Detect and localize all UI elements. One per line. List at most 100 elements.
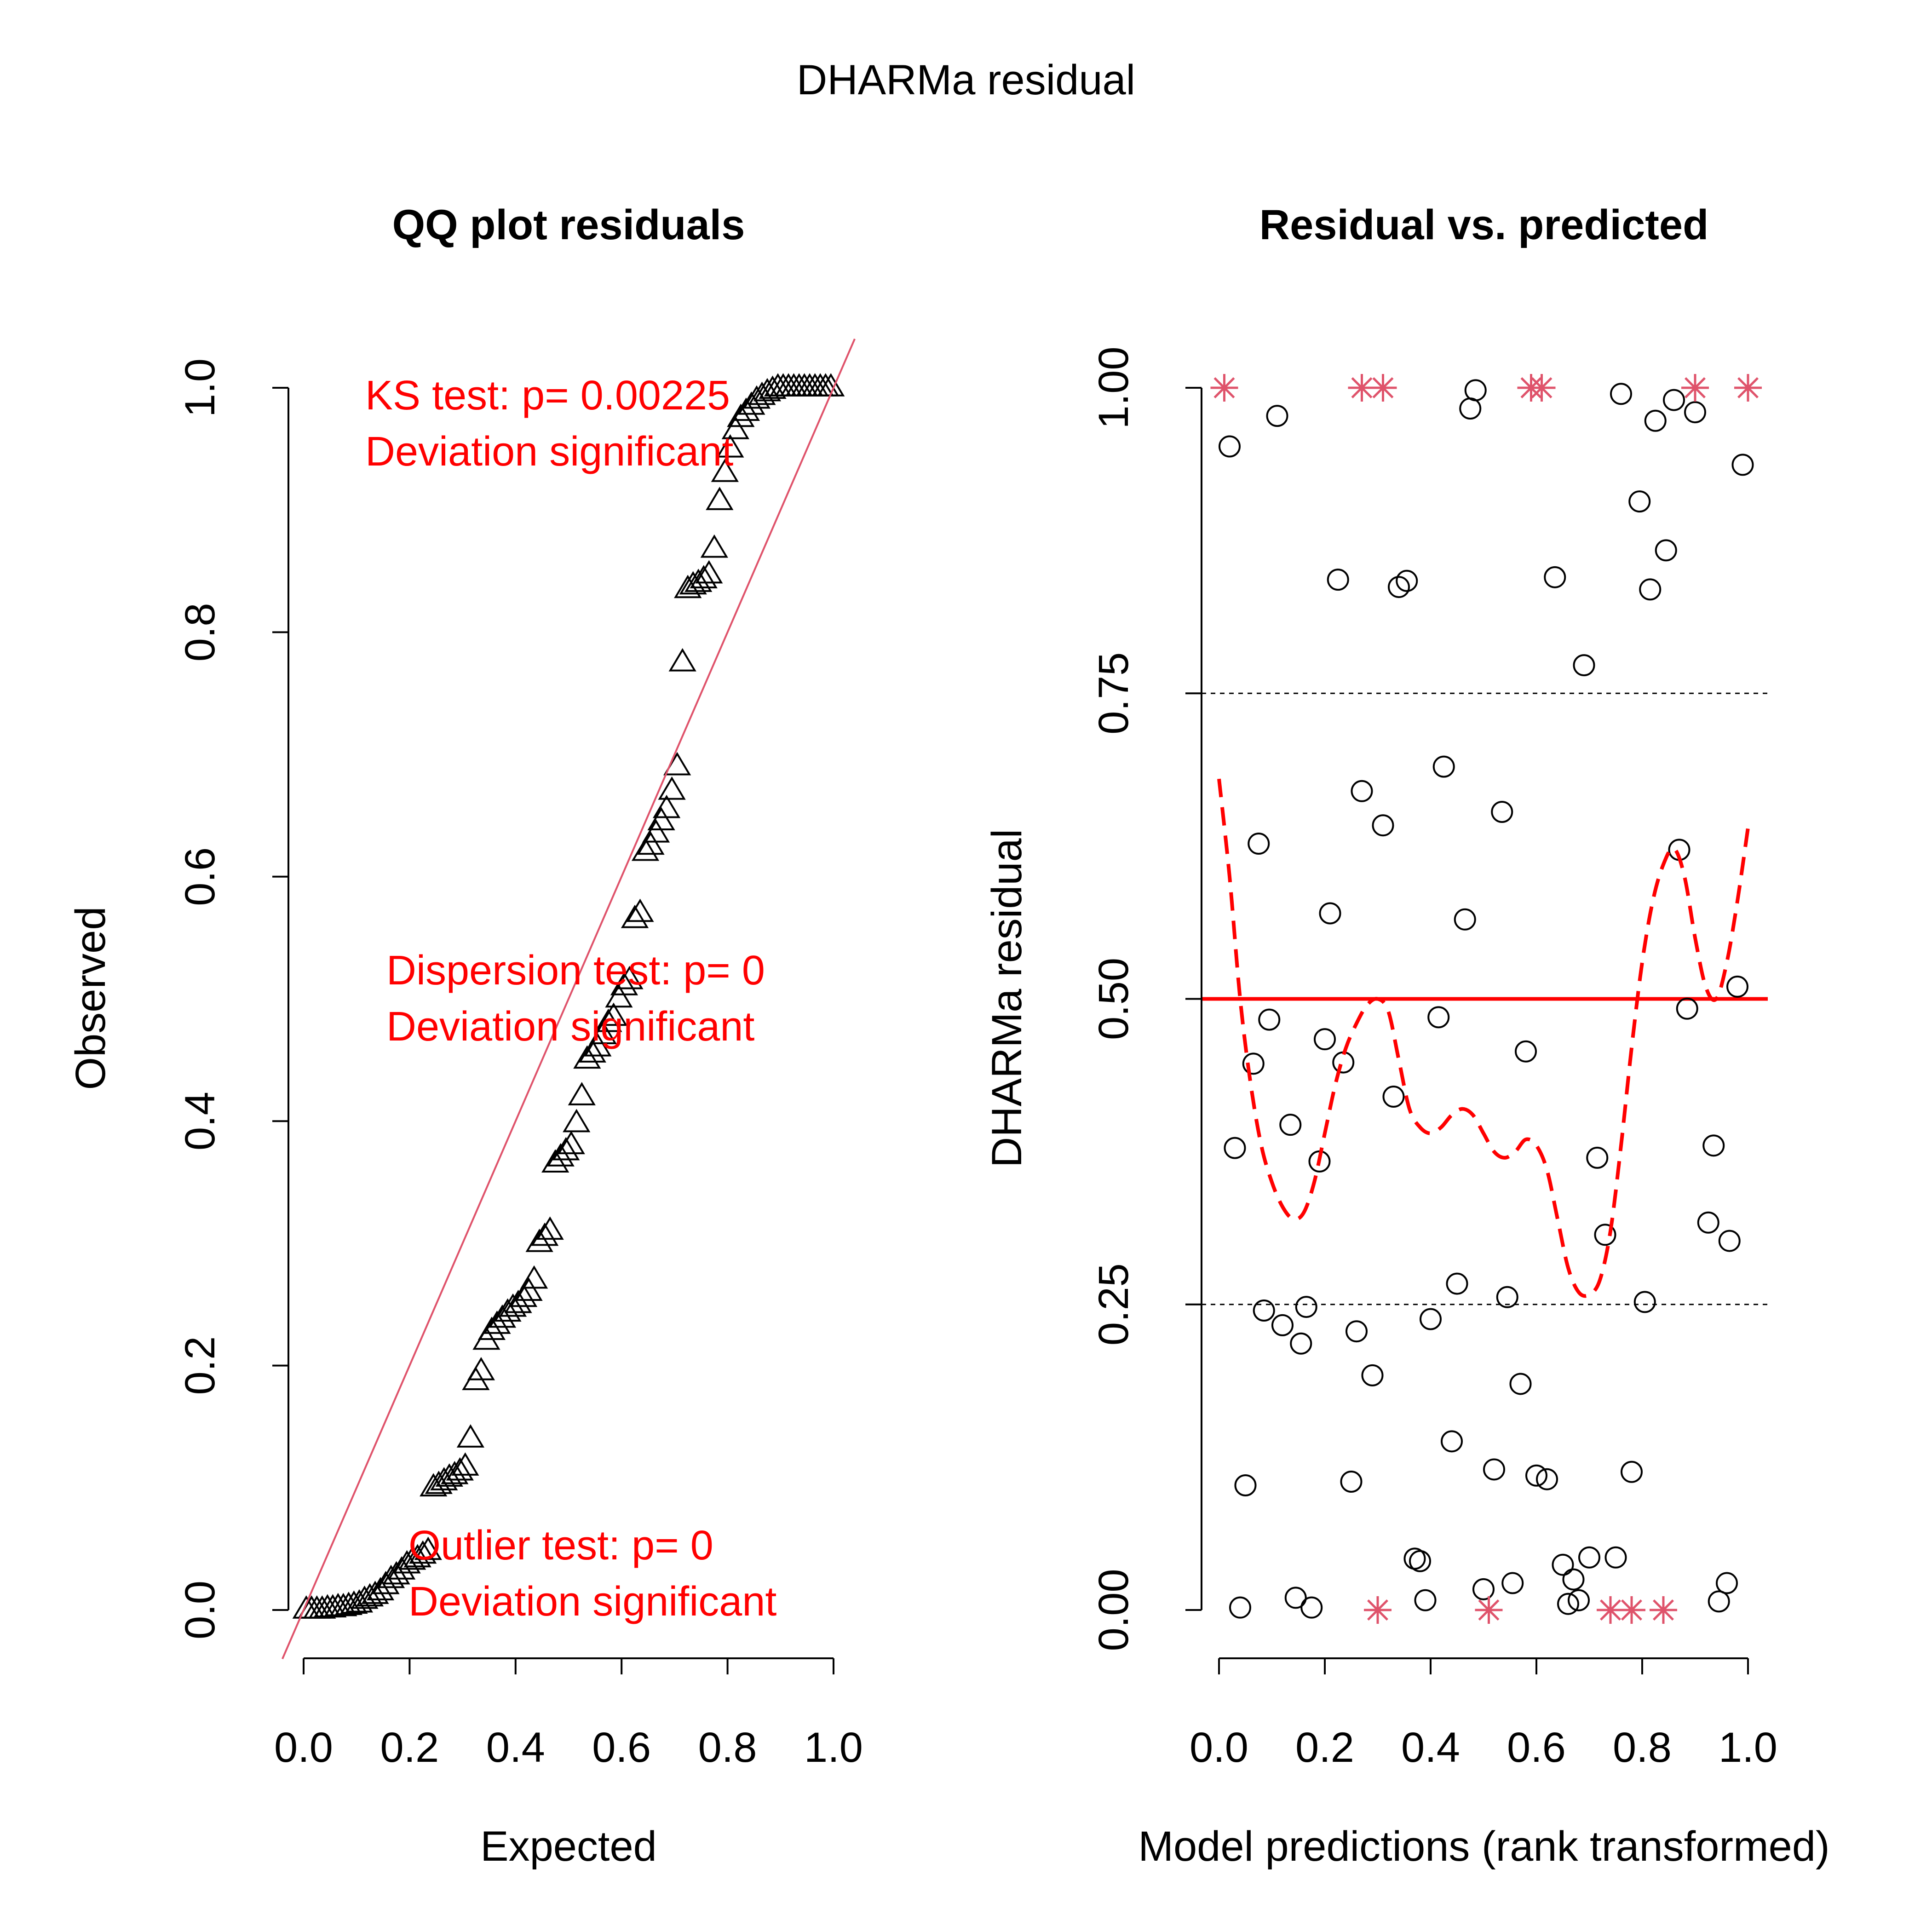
residual-point [1509,1373,1532,1395]
residual-point [1396,569,1418,592]
residual-y-tick-label: 0.75 [1090,652,1137,735]
residual-point [1628,490,1651,513]
residual-outlier [1364,1596,1392,1624]
residual-point [1568,1589,1590,1611]
residual-point [1459,397,1482,420]
qq-point [414,1536,442,1560]
residual-y-tick-label: 0.00 [1090,1569,1137,1651]
qq-point [663,752,691,776]
qq-point [552,1137,580,1161]
qq-point [589,1021,617,1045]
qq-point [706,487,734,510]
residual-outlier [1475,1596,1503,1624]
residual-point [1697,1211,1719,1234]
residual-point [1472,1578,1495,1600]
residual-x-tick-label: 0.4 [1401,1724,1460,1771]
residual-points [1219,379,1754,1619]
qq-point [563,1109,591,1133]
residual-point [1327,569,1349,591]
dispersion-test-result-text: Dispersion test: p= 0 [386,948,765,994]
residual-point [1655,539,1677,562]
residual-point [1562,1568,1585,1591]
qq-point [732,397,760,421]
residual-point [1340,1471,1363,1493]
qq-y-tick-label: 0.8 [177,603,224,661]
residual-point [1361,1364,1384,1386]
residual-point [1258,1008,1281,1031]
qq-point [477,1317,506,1340]
qq-point [658,776,686,800]
qq-point [494,1298,522,1322]
residual-x-tick-label: 0.6 [1507,1724,1566,1771]
qq-point [721,416,749,439]
dispersion-test-verdict: Deviation significant [386,1004,754,1050]
residual-plot-panel: Residual vs. predicted Model predictions… [983,201,1830,1870]
residual-point [1501,1572,1524,1594]
residual-point [1271,1314,1294,1336]
residual-point [1248,833,1270,855]
qq-point [594,1008,622,1032]
residual-plot-title: Residual vs. predicted [1259,201,1709,248]
residual-point [1586,1146,1609,1169]
residual-point [1644,409,1667,432]
residual-point [1441,1430,1463,1453]
qq-point [515,1277,543,1301]
qq-x-tick-label: 0.4 [486,1724,545,1771]
residual-point [1314,1028,1336,1051]
residual-point [1604,1546,1627,1569]
qq-point [377,1564,405,1588]
qq-point [615,966,644,989]
residual-x-axis-label: Model predictions (rank transformed) [1138,1823,1829,1870]
qq-point [759,375,787,399]
residual-point [1610,383,1632,405]
residual-point [1332,1051,1355,1074]
qq-point [642,819,670,843]
residual-point [1295,1296,1317,1318]
residual-outlier [1618,1596,1645,1624]
residual-point [1420,1308,1442,1330]
qq-point [631,837,660,861]
residual-point [1525,1464,1547,1487]
qq-reference-line [282,338,856,1660]
qq-point [536,1216,564,1240]
qq-point [409,1540,437,1564]
residual-point [1573,654,1595,677]
residual-point [1483,1458,1505,1481]
residual-point [1578,1546,1600,1569]
qq-point [451,1452,479,1476]
qq-y-tick-label: 0.0 [177,1581,224,1639]
qq-axes: 0.0 0.2 0.4 0.6 0.8 1.0 0.0 0.2 0.4 0.6 0.8 1.0 [177,358,863,1771]
qq-point [531,1222,559,1246]
qq-point [621,904,649,928]
residual-point [1639,578,1662,601]
qq-point [351,1585,379,1609]
qq-point [626,898,654,922]
residual-point [1676,997,1698,1020]
residual-point [1427,1006,1450,1029]
residual-point [1731,454,1754,476]
residual-point [1708,1590,1730,1613]
residual-x-tick-label: 0.0 [1190,1724,1248,1771]
qq-point [541,1149,569,1173]
qq-point [319,1594,347,1618]
qq-point [403,1544,431,1568]
figure-title: DHARMa residual [797,57,1135,104]
residual-point [1372,814,1394,837]
residual-point [1346,1320,1368,1343]
residual-point [1432,755,1455,778]
qq-y-tick-label: 1.0 [177,358,224,417]
qq-point [647,807,675,831]
qq-point [584,1033,612,1057]
qq-point [308,1595,336,1619]
qq-y-tick-label: 0.6 [177,847,224,906]
qq-point [520,1265,548,1289]
residual-point [1266,405,1288,427]
residual-point [1536,1468,1558,1490]
qq-point [456,1424,484,1448]
qq-plot-title: QQ plot residuals [392,201,745,248]
qq-point [467,1357,495,1380]
residual-point [1351,780,1373,802]
qq-point [573,1045,601,1069]
qq-x-axis-label: Expected [480,1823,657,1870]
qq-x-tick-label: 1.0 [804,1724,863,1771]
